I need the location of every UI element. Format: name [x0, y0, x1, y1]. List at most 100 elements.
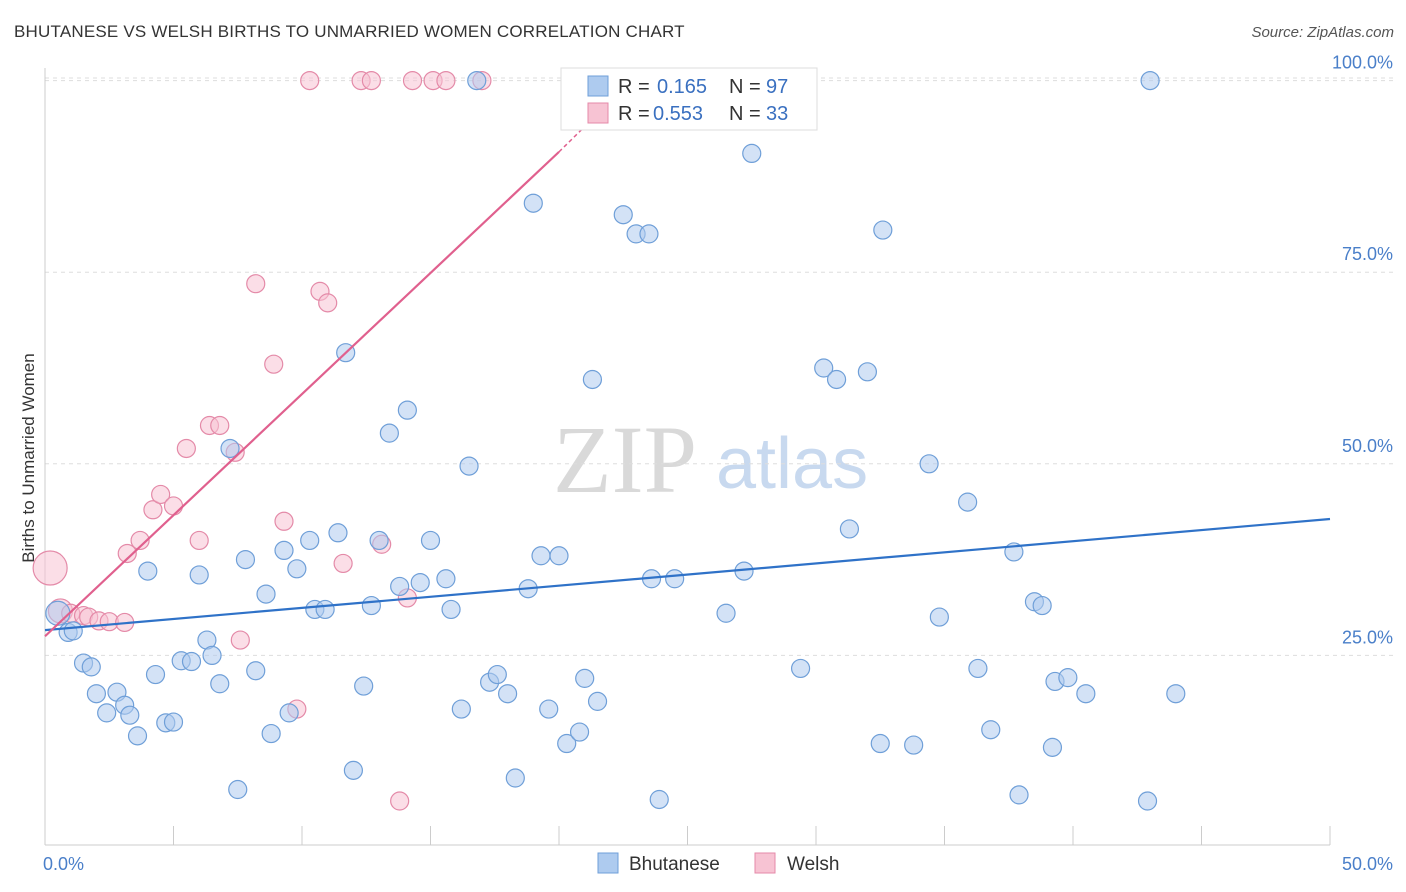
axes	[44, 68, 1331, 846]
welsh-point-12	[163, 496, 184, 516]
welsh-point-25	[318, 293, 338, 313]
bhutanese-point-62	[587, 691, 608, 711]
bhutanese-point-80	[919, 454, 939, 474]
bhutanese-point-71	[742, 143, 762, 164]
bhutanese-point-68	[665, 569, 685, 589]
bhutanese-point-52	[505, 768, 525, 788]
bhutanese-trend-line	[44, 517, 1331, 632]
bhutanese-point-76	[857, 362, 878, 382]
bottom-legend-bhutanese-swatch	[597, 852, 619, 874]
bhutanese-point-95	[1166, 684, 1186, 704]
bhutanese-point-39	[379, 423, 399, 443]
bhutanese-point-24	[246, 661, 266, 681]
legend-bhutanese-r-value: 0.165	[657, 76, 707, 98]
bhutanese-point-20	[210, 674, 230, 694]
bhutanese-point-35	[343, 760, 363, 780]
bhutanese-point-19	[202, 645, 222, 666]
bhutanese-point-63	[613, 205, 633, 225]
bhutanese-point-81	[929, 607, 949, 627]
bottom-legend-welsh-label: Welsh	[787, 854, 839, 875]
bhutanese-point-61	[575, 668, 595, 688]
bhutanese-point-42	[410, 572, 430, 593]
bhutanese-point-44	[436, 569, 456, 589]
y-axis-label: Births to Unmarried Women	[19, 353, 38, 562]
welsh-point-16	[210, 415, 230, 436]
bhutanese-point-0	[45, 600, 71, 626]
bhutanese-points	[45, 70, 1186, 811]
bhutanese-point-28	[279, 703, 299, 723]
bhutanese-point-32	[315, 599, 335, 620]
bhutanese-point-45	[441, 599, 461, 620]
welsh-point-0	[32, 550, 68, 586]
welsh-point-23	[300, 70, 320, 91]
legend-welsh-swatch	[587, 102, 609, 124]
y-tick-label-25: 25.0%	[1342, 627, 1393, 647]
bhutanese-point-57	[549, 546, 569, 566]
welsh-point-21	[274, 511, 294, 531]
bhutanese-point-50	[487, 664, 507, 685]
bhutanese-point-59	[569, 722, 590, 742]
legend-bhutanese-n-value: 97	[766, 76, 788, 98]
bhutanese-point-75	[839, 519, 860, 539]
bhutanese-point-9	[120, 705, 140, 725]
bhutanese-point-92	[1076, 684, 1096, 704]
bhutanese-point-79	[904, 735, 924, 755]
bhutanese-point-72	[790, 658, 811, 679]
legend: R = 0.165 N = 97 R = 0.553 N = 33	[560, 67, 818, 131]
bhutanese-point-83	[968, 658, 988, 679]
welsh-trend-line-extension	[558, 126, 586, 153]
bhutanese-point-84	[981, 720, 1001, 740]
bhutanese-point-47	[459, 456, 479, 476]
legend-bhutanese-n-label: N =	[729, 76, 761, 98]
bhutanese-point-94	[1140, 70, 1160, 91]
bhutanese-point-46	[451, 699, 471, 719]
bhutanese-point-2	[63, 621, 83, 641]
welsh-point-19	[246, 274, 266, 294]
bhutanese-point-65	[639, 224, 659, 244]
bhutanese-point-74	[826, 369, 847, 390]
trend-lines	[44, 126, 1331, 638]
bhutanese-point-73	[814, 358, 834, 378]
y-tick-label-100: 100.0%	[1332, 53, 1393, 73]
bhutanese-point-5	[86, 684, 107, 704]
welsh-point-14	[189, 530, 209, 551]
bhutanese-point-26	[261, 723, 281, 744]
bhutanese-point-27	[274, 540, 294, 561]
legend-bhutanese-swatch	[587, 75, 609, 97]
bhutanese-point-91	[1058, 668, 1078, 688]
x-tick-label-max: 50.0%	[1342, 854, 1393, 874]
bottom-legend-welsh-swatch	[754, 852, 776, 874]
bhutanese-point-23	[235, 549, 256, 570]
bhutanese-point-10	[127, 726, 148, 746]
bhutanese-point-38	[369, 530, 389, 551]
bhutanese-point-60	[582, 369, 603, 390]
welsh-point-32	[402, 70, 423, 91]
welsh-trend-line	[44, 151, 560, 638]
bhutanese-point-37	[361, 595, 381, 616]
welsh-point-11	[151, 484, 171, 505]
legend-bhutanese-r-label: R =	[618, 76, 650, 98]
bhutanese-point-89	[1042, 737, 1063, 757]
bhutanese-point-43	[420, 530, 441, 551]
chart-title: BHUTANESE VS WELSH BIRTHS TO UNMARRIED W…	[14, 22, 685, 41]
bhutanese-point-93	[1137, 791, 1158, 811]
welsh-point-8	[117, 543, 137, 564]
bhutanese-point-17	[189, 565, 209, 585]
welsh-point-34	[436, 70, 456, 91]
bottom-legend: Bhutanese Welsh	[597, 852, 839, 875]
bhutanese-point-51	[498, 684, 518, 704]
bhutanese-point-56	[539, 699, 559, 719]
bhutanese-point-22	[228, 779, 248, 800]
bhutanese-point-14	[163, 712, 184, 732]
welsh-point-26	[333, 553, 353, 574]
bhutanese-point-58	[557, 733, 577, 754]
bhutanese-point-30	[300, 530, 320, 551]
legend-welsh-r-value: 0.553	[653, 103, 703, 125]
bhutanese-point-40	[390, 576, 410, 597]
legend-welsh-n-label: N =	[729, 103, 761, 125]
bhutanese-point-69	[716, 603, 736, 623]
bhutanese-point-33	[328, 523, 348, 543]
bhutanese-point-67	[649, 789, 669, 810]
bhutanese-point-29	[287, 559, 307, 579]
